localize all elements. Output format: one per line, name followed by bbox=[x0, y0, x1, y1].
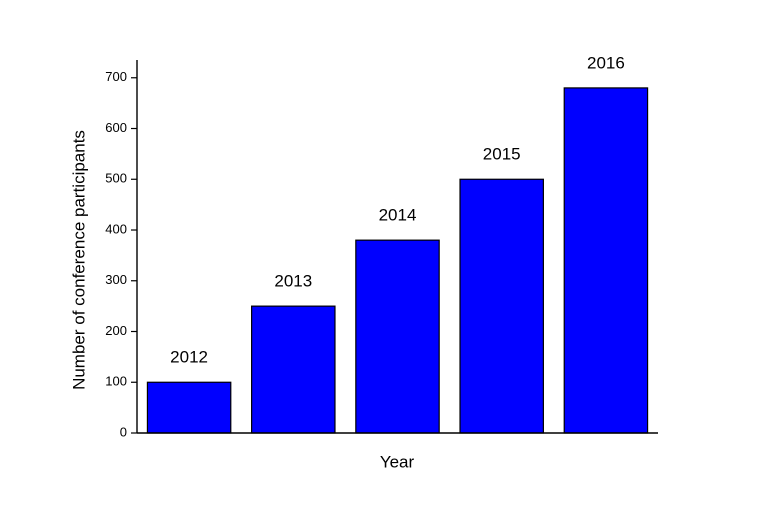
category-label: 2012 bbox=[170, 348, 208, 367]
y-tick-label: 200 bbox=[105, 323, 127, 338]
y-tick-label: 100 bbox=[105, 374, 127, 389]
y-tick-label: 600 bbox=[105, 120, 127, 135]
category-label: 2015 bbox=[483, 145, 521, 164]
y-tick-label: 700 bbox=[105, 69, 127, 84]
y-tick-label: 500 bbox=[105, 171, 127, 186]
bar bbox=[563, 87, 649, 434]
bar bbox=[146, 381, 232, 434]
category-label: 2014 bbox=[379, 206, 417, 225]
bar bbox=[459, 178, 544, 434]
bar bbox=[355, 239, 440, 434]
y-tick-label: 400 bbox=[105, 221, 127, 236]
category-label: 2013 bbox=[274, 272, 312, 291]
y-tick-label: 0 bbox=[120, 424, 127, 439]
y-tick-label: 300 bbox=[105, 272, 127, 287]
y-axis-label: Number of conference participants bbox=[69, 130, 88, 390]
category-label: 2016 bbox=[587, 53, 625, 72]
x-axis-label: Year bbox=[380, 452, 415, 471]
bar bbox=[251, 305, 336, 434]
